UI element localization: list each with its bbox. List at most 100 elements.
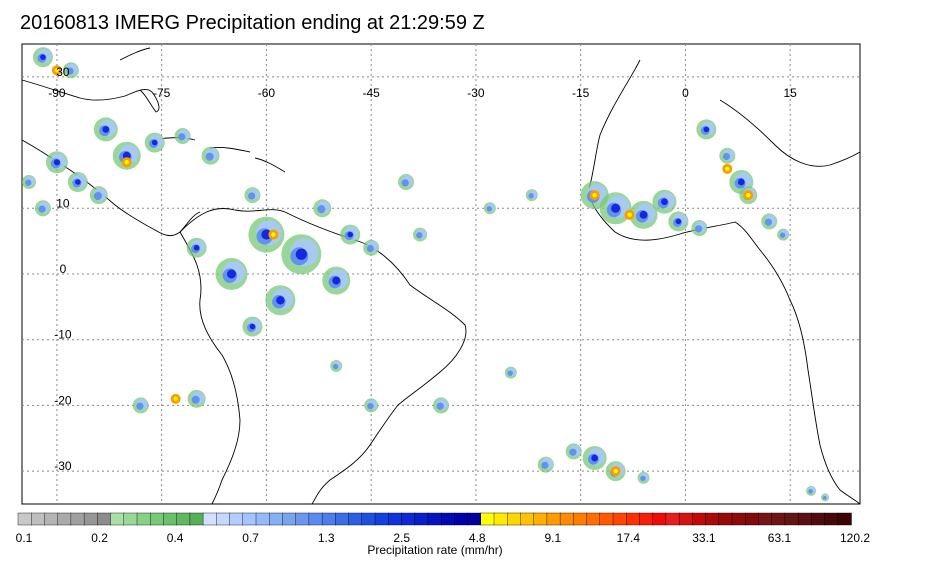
precip-cell — [703, 126, 710, 133]
colorbar-segment — [31, 512, 46, 526]
precip-cell — [592, 192, 597, 198]
colorbar-segment — [202, 512, 218, 526]
colorbar-segment — [639, 512, 654, 526]
precip-cell — [347, 231, 354, 238]
colorbar-label: 9.1 — [544, 531, 562, 545]
map-tick-labels: -90 -75 -60 -45 -30 -15 0 15 30 10 0 -10 -20 -30 — [48, 65, 797, 473]
precip-cell — [332, 276, 341, 285]
colorbar-segment — [507, 512, 522, 526]
colorbar-segment — [493, 512, 508, 526]
precip-cell — [276, 296, 285, 305]
colorbar-segment — [758, 512, 773, 526]
precip-cell — [54, 68, 60, 73]
precip-cell — [822, 496, 827, 500]
colorbar-segment — [242, 512, 257, 526]
colorbar-segment — [771, 512, 786, 526]
precip-cell — [528, 193, 534, 199]
lat-tick-label: -30 — [54, 459, 72, 473]
precip-cell — [66, 67, 74, 75]
colorbar-segment — [533, 512, 548, 526]
lon-tick-label: 15 — [783, 86, 797, 100]
colorbar-segment — [414, 512, 429, 526]
precip-cell — [178, 133, 186, 141]
precip-cell — [507, 370, 513, 376]
precip-cell — [332, 363, 339, 370]
precip-cell — [93, 191, 102, 201]
colorbar-segment — [401, 512, 416, 526]
precip-cell — [613, 468, 618, 474]
colorbar-segment — [189, 512, 204, 526]
precip-cell — [694, 225, 703, 233]
colorbar-segment — [546, 512, 561, 526]
colorbar-segment — [308, 512, 323, 526]
precip-cell — [401, 179, 409, 187]
colorbar-segment — [718, 512, 733, 526]
precip-cell — [295, 248, 307, 260]
precip-cell — [611, 203, 621, 213]
precip-cell — [75, 179, 81, 185]
colorbar-segment — [282, 512, 297, 526]
colorbar-segment — [70, 512, 85, 526]
chart-title: 20160813 IMERG Precipitation ending at 2… — [20, 12, 485, 34]
colorbar-segment — [388, 512, 403, 526]
precip-cell — [25, 179, 32, 186]
colorbar-label: 17.4 — [616, 531, 641, 545]
colorbar-label: 0.4 — [166, 531, 184, 545]
colorbar-segment — [705, 512, 720, 526]
colorbar-segment — [837, 512, 852, 526]
colorbar-label: 120.2 — [839, 531, 871, 545]
precip-cell — [639, 210, 648, 219]
colorbar-segment — [678, 512, 694, 526]
colorbar-segment — [17, 512, 32, 526]
colorbar-segment — [176, 512, 191, 526]
colorbar-segment — [626, 512, 641, 526]
precip-cell — [436, 402, 444, 410]
colorbar-segment — [599, 512, 614, 526]
colorbar-segment — [692, 512, 707, 526]
precip-cell — [661, 198, 668, 206]
colorbar-label: 0.7 — [242, 531, 259, 545]
lon-tick-label: -45 — [362, 86, 380, 100]
colorbar-segment — [216, 512, 231, 526]
colorbar-segment — [427, 512, 442, 526]
coastline-south-america — [179, 208, 467, 505]
colorbar-label: 4.8 — [468, 531, 486, 545]
precip-cell — [541, 461, 549, 469]
lat-tick-label: -10 — [54, 328, 72, 342]
colorbar-segment — [136, 512, 151, 526]
colorbar-title: Precipitation rate (mm/hr) — [367, 543, 503, 557]
colorbar-segment — [321, 512, 337, 526]
precip-cell — [151, 139, 158, 146]
colorbar-segment — [83, 512, 99, 526]
colorbar-label: 0.2 — [91, 531, 108, 545]
precip-cell — [725, 166, 730, 172]
precip-cell — [591, 454, 598, 462]
precip-cell — [416, 232, 423, 239]
colorbar-segment — [797, 512, 813, 526]
colorbar-segment — [745, 512, 760, 526]
colorbar-segment — [374, 512, 389, 526]
lat-tick-label: 10 — [56, 196, 70, 210]
precip-cell — [627, 212, 632, 218]
colorbar-segment — [229, 512, 244, 526]
colorbar-segment — [480, 512, 495, 526]
precip-cell — [102, 126, 110, 133]
precip-cell — [722, 152, 731, 161]
colorbar-segment — [824, 512, 839, 526]
precip-cell — [124, 160, 129, 165]
colorbar-segment — [454, 512, 469, 526]
precip-cell — [764, 218, 773, 226]
lon-tick-label: -30 — [467, 86, 485, 100]
precip-cell — [366, 244, 374, 253]
precip-cell — [53, 159, 60, 166]
precip-cell — [486, 206, 492, 212]
coastline-africa — [588, 59, 861, 505]
colorbar-segment — [361, 512, 376, 526]
colorbar-label: 1.3 — [317, 531, 335, 545]
precip-cell — [136, 402, 144, 410]
precip-cell — [173, 396, 178, 402]
precip-cell — [40, 54, 46, 60]
colorbar-segment — [612, 512, 627, 526]
precip-cell — [38, 205, 46, 213]
lat-tick-label: -20 — [54, 393, 72, 407]
